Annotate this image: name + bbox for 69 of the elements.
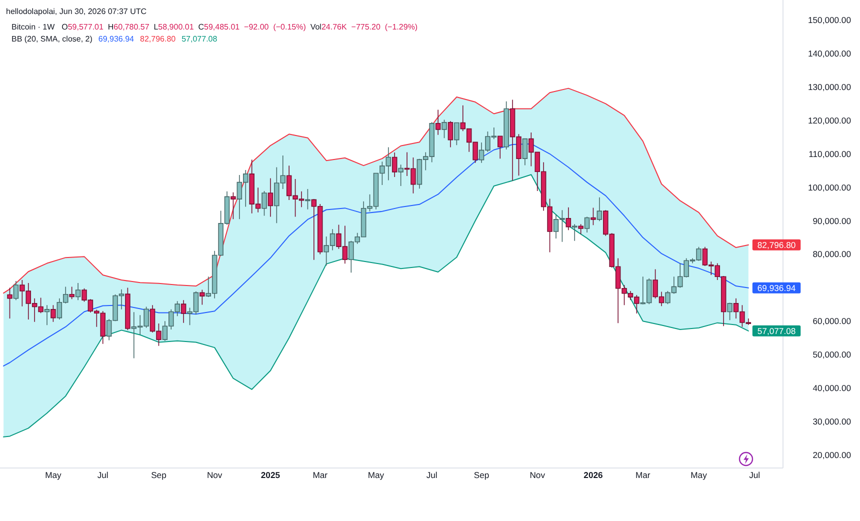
candlestick bbox=[572, 224, 578, 242]
x-tick-label: Jul bbox=[426, 470, 438, 480]
legend-title: BB (20, SMA, close, 2) bbox=[12, 34, 93, 44]
candlestick bbox=[13, 280, 19, 300]
candlestick bbox=[200, 289, 205, 306]
x-tick-label: Nov bbox=[206, 470, 223, 480]
candlestick bbox=[268, 178, 274, 218]
text: 57,077.08 bbox=[182, 34, 218, 44]
candlestick bbox=[504, 100, 509, 150]
text: O59,577.01 H60,780.57 L58,900.01 C59,485.01 −92.00 (−0.15%) Vol24.76K −775.20 (−1.29%) bbox=[62, 22, 418, 32]
y-tick-label: 130,000.00 bbox=[808, 82, 852, 92]
annotation: hellodolapolai, Jun 30, 2026 07:37 UTC bbox=[6, 7, 147, 16]
x-tick-label: Sep bbox=[151, 470, 167, 480]
y-tick-label: 60,000.00 bbox=[812, 316, 852, 326]
data-label: 69,936.94 bbox=[757, 282, 796, 293]
x-tick-label: Mar bbox=[635, 470, 650, 480]
text: Bitcoin · 1W bbox=[12, 22, 56, 32]
y-tick-label: 50,000.00 bbox=[812, 350, 852, 360]
candlestick bbox=[596, 196, 602, 222]
candlestick bbox=[50, 304, 56, 322]
x-tick-label: Mar bbox=[312, 470, 328, 480]
data-label: 82,796.80 bbox=[757, 240, 796, 250]
x-tick-label: 2026 bbox=[584, 470, 604, 480]
candlestick bbox=[75, 282, 81, 300]
candlestick bbox=[392, 152, 398, 178]
y-tick-label: 80,000.00 bbox=[812, 249, 852, 260]
candlestick bbox=[435, 109, 441, 136]
text: 69,936.94 bbox=[98, 34, 134, 44]
x-tick-label: May bbox=[690, 470, 708, 480]
x-tick-label: Sep bbox=[474, 470, 490, 480]
candlestick bbox=[230, 192, 236, 220]
candlestick bbox=[566, 207, 572, 231]
x-tick-label: Nov bbox=[530, 470, 546, 480]
candlestick bbox=[590, 207, 596, 226]
y-tick-label: 20,000.00 bbox=[812, 450, 852, 460]
candlestick bbox=[497, 135, 503, 159]
y-tick-label: 120,000.00 bbox=[808, 115, 852, 126]
candlestick bbox=[69, 286, 74, 300]
y-tick-label: 30,000.00 bbox=[812, 416, 852, 427]
candlestick bbox=[305, 188, 310, 210]
candlestick bbox=[262, 190, 267, 216]
candlestick bbox=[44, 304, 50, 326]
y-tick-label: 110,000.00 bbox=[808, 148, 852, 159]
y-tick-label: 40,000.00 bbox=[812, 383, 852, 394]
candlestick bbox=[584, 216, 590, 233]
x-tick-label: May bbox=[368, 470, 385, 480]
y-tick-label: 150,000.00 bbox=[808, 15, 852, 26]
x-tick-label: Jul bbox=[97, 470, 108, 480]
line-series bbox=[3, 174, 749, 438]
candlestick bbox=[454, 122, 460, 146]
x-tick-label: 2025 bbox=[260, 470, 280, 480]
y-tick-label: 90,000.00 bbox=[812, 216, 852, 226]
candlestick bbox=[522, 138, 528, 166]
candlestick bbox=[398, 164, 404, 186]
text: 82,796.80 bbox=[140, 34, 176, 44]
candlestick bbox=[448, 120, 454, 148]
x-tick-label: Jul bbox=[749, 470, 760, 480]
y-tick-label: 140,000.00 bbox=[808, 48, 852, 59]
candlestick bbox=[180, 300, 186, 324]
candlestick bbox=[727, 302, 732, 321]
x-tick-label: May bbox=[45, 470, 62, 480]
candlestick bbox=[125, 287, 130, 331]
candlestick bbox=[7, 287, 12, 319]
data-label: 57,077.08 bbox=[757, 326, 796, 336]
candlestick bbox=[578, 224, 584, 235]
line-series bbox=[3, 88, 749, 294]
y-tick-label: 100,000.00 bbox=[808, 182, 852, 192]
line-series bbox=[3, 143, 749, 366]
candlestick bbox=[442, 119, 447, 139]
